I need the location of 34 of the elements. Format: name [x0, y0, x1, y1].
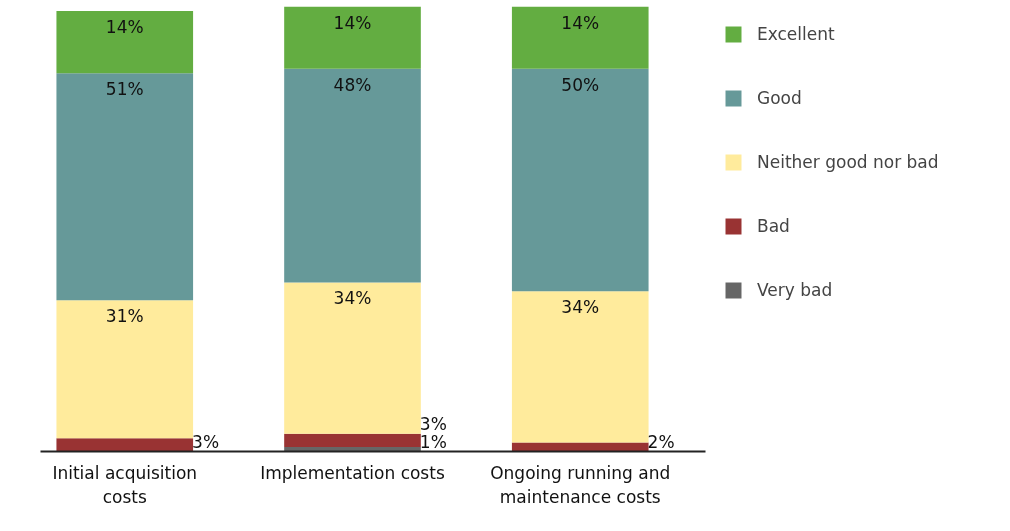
bar — [56, 438, 194, 452]
legend-label: Bad — [757, 216, 790, 236]
bar — [511, 6, 649, 69]
data-label: 14% — [333, 12, 372, 33]
legend-label: Good — [757, 88, 802, 108]
bar — [284, 447, 421, 452]
bar — [511, 442, 649, 452]
bar — [56, 10, 194, 74]
bar — [284, 6, 421, 69]
data-label: 34% — [561, 297, 600, 318]
x-tick-label: Implementation costs — [260, 462, 445, 483]
bar — [511, 68, 649, 292]
legend-label: Very bad — [757, 280, 833, 300]
legend-label: Neither good nor bad — [757, 152, 939, 172]
bar — [511, 291, 649, 443]
data-label: 51% — [105, 79, 144, 100]
data-label: 34% — [333, 288, 372, 309]
data-label: 31% — [105, 306, 144, 327]
x-tick-label: Ongoing running and maintenance costs — [490, 462, 671, 507]
legend-label: Excellent — [757, 24, 835, 44]
data-label: 3% — [192, 431, 220, 452]
bar — [56, 300, 194, 439]
data-label: 1% — [419, 431, 447, 452]
x-tick-label: Initial acquisition costs — [52, 462, 198, 507]
bar — [284, 282, 421, 434]
data-label: 14% — [561, 12, 600, 33]
bar — [56, 73, 194, 301]
data-label: 3% — [419, 413, 447, 434]
data-label: 2% — [647, 431, 675, 452]
bar — [284, 68, 421, 283]
data-label: 48% — [333, 74, 372, 95]
bar — [284, 433, 421, 448]
data-label: 14% — [105, 16, 144, 37]
data-label: 50% — [561, 74, 600, 95]
